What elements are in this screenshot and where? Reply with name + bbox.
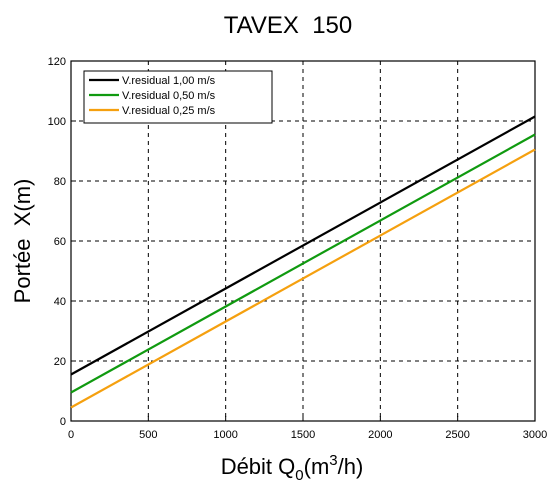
x-tick-label: 0 <box>68 429 74 441</box>
y-tick-label: 80 <box>54 176 66 188</box>
x-axis-label-sup: 3 <box>329 452 337 469</box>
x-axis-label-end: /h) <box>338 454 364 479</box>
x-tick-label: 1000 <box>213 429 237 441</box>
chart-title: TAVEX 150 <box>224 12 353 39</box>
x-tick-label: 500 <box>139 429 157 441</box>
series-line-1 <box>70 115 536 376</box>
y-tick-label: 0 <box>60 416 66 428</box>
y-tick-label: 20 <box>54 356 66 368</box>
y-tick-label: 40 <box>54 296 66 308</box>
legend: V.residual 1,00 m/s V.residual 0,50 m/s V.… <box>83 70 273 124</box>
y-tick-labels: 0 20 40 60 80 100 120 <box>48 56 66 428</box>
legend-label-2: V.residual 0,50 m/s <box>122 90 216 102</box>
series-line-2 <box>70 133 536 394</box>
x-tick-label: 2000 <box>368 429 392 441</box>
x-axis-label-sub: 0 <box>295 467 303 483</box>
y-tick-label: 100 <box>48 116 66 128</box>
x-axis-label-mid: (m <box>304 454 330 479</box>
x-tick-label: 1500 <box>291 429 315 441</box>
x-tick-labels: 0 500 1000 1500 2000 2500 3000 <box>68 429 547 441</box>
y-axis-label: Portée X(m) <box>10 179 35 304</box>
x-tick-label: 3000 <box>523 429 547 441</box>
x-axis-label-main: Débit Q <box>221 454 296 479</box>
x-tick-label: 2500 <box>445 429 469 441</box>
series-line-3 <box>70 148 536 409</box>
axes <box>70 60 536 422</box>
y-tick-label: 60 <box>54 236 66 248</box>
legend-label-1: V.residual 1,00 m/s <box>122 75 216 87</box>
y-tick-label: 120 <box>48 56 66 68</box>
legend-label-3: V.residual 0,25 m/s <box>122 105 216 117</box>
x-axis-label: Débit Q0(m3/h) <box>221 452 364 483</box>
series-lines <box>70 115 536 409</box>
